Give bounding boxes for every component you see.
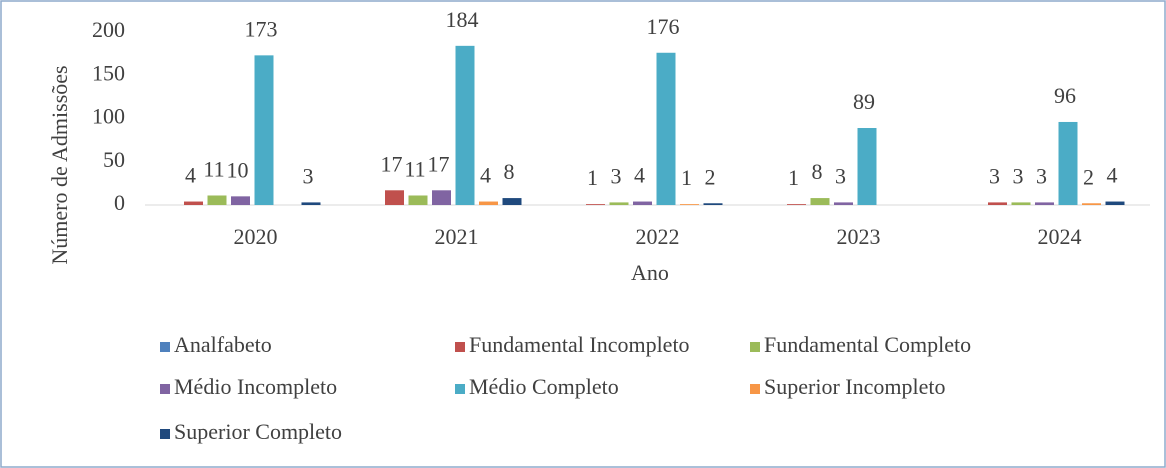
data-label: 17 bbox=[381, 151, 403, 176]
y-axis-label: Número de Admissões bbox=[47, 65, 72, 264]
x-tick-label: 2021 bbox=[435, 224, 479, 249]
data-label: 89 bbox=[853, 89, 875, 114]
data-label: 2 bbox=[705, 164, 716, 189]
x-tick-label: 2024 bbox=[1038, 224, 1082, 249]
legend-label: Fundamental Completo bbox=[764, 332, 971, 357]
data-label: 173 bbox=[245, 16, 278, 41]
data-label: 4 bbox=[634, 163, 645, 188]
data-label: 96 bbox=[1054, 83, 1076, 108]
data-label: 8 bbox=[812, 159, 823, 184]
y-tick-label: 150 bbox=[92, 60, 125, 85]
bar bbox=[479, 201, 498, 205]
legend-label: Médio Incompleto bbox=[174, 374, 337, 399]
data-label: 4 bbox=[480, 163, 491, 188]
legend-label: Superior Incompleto bbox=[764, 374, 945, 399]
data-label: 8 bbox=[504, 159, 515, 184]
bar bbox=[231, 196, 250, 205]
bar bbox=[408, 195, 428, 205]
data-label: 3 bbox=[1013, 163, 1024, 188]
legend-swatch bbox=[160, 429, 170, 439]
bar bbox=[988, 202, 1007, 205]
bar bbox=[680, 204, 699, 205]
legend-swatch bbox=[750, 384, 760, 394]
bar bbox=[810, 198, 830, 205]
bar bbox=[1058, 121, 1078, 205]
data-label: 11 bbox=[203, 157, 224, 182]
x-tick-label: 2020 bbox=[234, 224, 278, 249]
legend-swatch bbox=[160, 342, 170, 352]
y-tick-label: 200 bbox=[92, 17, 125, 42]
bar bbox=[207, 195, 227, 205]
data-label: 4 bbox=[185, 163, 196, 188]
data-label: 3 bbox=[835, 163, 846, 188]
data-label: 184 bbox=[446, 7, 479, 32]
data-label: 11 bbox=[404, 157, 425, 182]
bar bbox=[834, 202, 853, 205]
legend-swatch bbox=[455, 342, 465, 352]
data-label: 3 bbox=[1036, 163, 1047, 188]
y-tick-label: 50 bbox=[103, 147, 125, 172]
bar bbox=[184, 201, 203, 205]
bar bbox=[301, 202, 321, 205]
bar bbox=[609, 202, 629, 205]
legend-swatch bbox=[160, 384, 170, 394]
legend-label: Superior Completo bbox=[174, 419, 342, 444]
bar bbox=[1035, 202, 1054, 205]
data-label: 10 bbox=[227, 157, 249, 182]
y-tick-label: 0 bbox=[114, 190, 125, 215]
legend-swatch bbox=[750, 342, 760, 352]
legend-label: Médio Completo bbox=[469, 374, 619, 399]
data-label: 1 bbox=[788, 165, 799, 190]
data-label: 4 bbox=[1107, 163, 1118, 188]
bar bbox=[254, 55, 274, 206]
bar bbox=[703, 203, 723, 205]
legend-label: Analfabeto bbox=[174, 332, 272, 357]
legend-label: Fundamental Incompleto bbox=[469, 332, 690, 357]
x-tick-label: 2022 bbox=[636, 224, 680, 249]
x-axis-label: Ano bbox=[631, 260, 669, 285]
data-label: 3 bbox=[303, 163, 314, 188]
bar bbox=[656, 52, 676, 206]
data-label: 3 bbox=[989, 163, 1000, 188]
data-label: 1 bbox=[587, 165, 598, 190]
data-label: 176 bbox=[647, 14, 680, 39]
bar bbox=[1011, 202, 1031, 205]
bar bbox=[633, 201, 652, 205]
data-label: 3 bbox=[611, 163, 622, 188]
bar bbox=[502, 198, 522, 205]
bar bbox=[432, 190, 451, 205]
bar bbox=[586, 204, 605, 205]
bar bbox=[787, 204, 806, 205]
legend-swatch bbox=[455, 384, 465, 394]
y-tick-label: 100 bbox=[92, 104, 125, 129]
data-label: 2 bbox=[1083, 164, 1094, 189]
x-tick-label: 2023 bbox=[837, 224, 881, 249]
bar bbox=[1105, 201, 1125, 205]
bar bbox=[857, 128, 877, 205]
data-label: 17 bbox=[428, 151, 450, 176]
bar bbox=[385, 190, 404, 205]
bar bbox=[455, 45, 475, 206]
data-label: 1 bbox=[681, 165, 692, 190]
bar bbox=[1082, 203, 1101, 205]
